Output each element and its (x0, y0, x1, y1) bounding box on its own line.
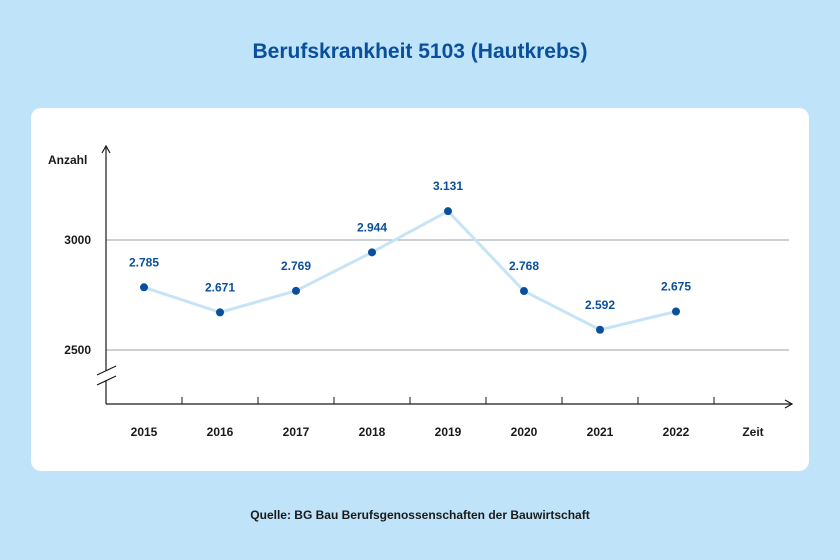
data-label-2016: 2.671 (205, 280, 235, 294)
source-note: Quelle: BG Bau Berufsgenossenschaften de… (250, 508, 590, 522)
x-tick-label-2016: 2016 (207, 425, 234, 439)
x-tick-label-2017: 2017 (283, 425, 310, 439)
data-label-2022: 2.675 (661, 280, 691, 294)
data-point-2018 (368, 248, 376, 257)
data-point-2017 (292, 286, 300, 295)
x-tick-label-2018: 2018 (359, 425, 386, 439)
data-label-2020: 2.768 (509, 259, 539, 273)
x-axis-arrow (784, 399, 794, 409)
x-tick-label-2015: 2015 (131, 425, 158, 439)
axis-break-mark-lower (96, 375, 117, 386)
data-label-2018: 2.944 (357, 220, 387, 234)
axis-break-mark-upper (96, 365, 117, 376)
data-point-2020 (520, 287, 528, 296)
x-tick-label-2021: 2021 (587, 425, 614, 439)
data-label-2015: 2.785 (129, 255, 159, 269)
y-tick-label-3000: 3000 (64, 233, 91, 247)
chart-title: Berufskrankheit 5103 (Hautkrebs) (252, 40, 588, 63)
data-point-2019 (444, 207, 452, 216)
data-label-2021: 2.592 (585, 298, 615, 312)
y-axis-arrow (101, 144, 111, 154)
x-tick-label-2022: 2022 (663, 425, 690, 439)
y-tick-label-2500: 2500 (64, 343, 91, 357)
data-point-2016 (216, 308, 224, 317)
x-axis-label: Zeit (742, 425, 763, 439)
data-label-2019: 3.131 (433, 179, 463, 193)
x-tick-label-2019: 2019 (435, 425, 462, 439)
series-line (142, 209, 678, 332)
data-point-2015 (140, 283, 148, 292)
chart-card (31, 108, 809, 471)
data-label-2017: 2.769 (281, 259, 311, 273)
data-point-2021 (596, 325, 604, 334)
y-axis-label: Anzahl (48, 153, 87, 167)
axis-break-gap (98, 371, 114, 380)
x-tick-label-2020: 2020 (511, 425, 538, 439)
data-point-2022 (672, 307, 680, 316)
